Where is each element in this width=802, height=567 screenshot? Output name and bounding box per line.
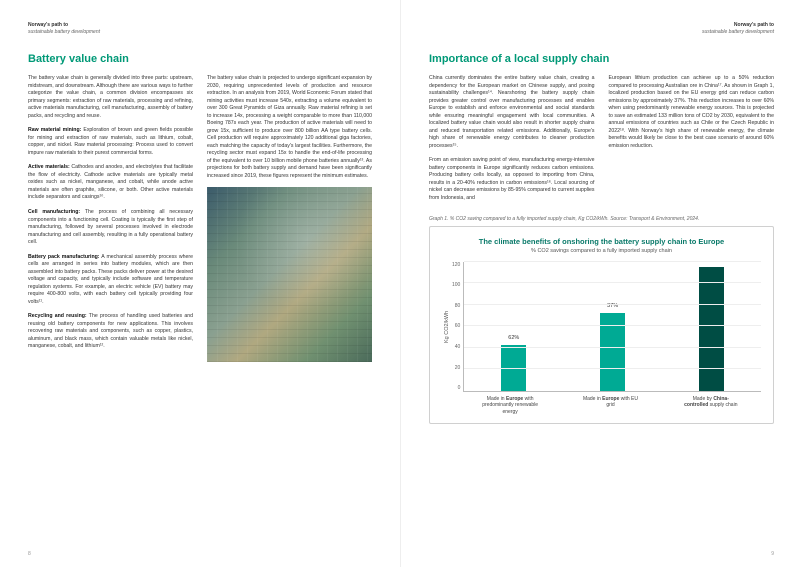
chart-title: The climate benefits of onshoring the ba… <box>442 237 761 246</box>
left-columns: The battery value chain is generally div… <box>28 75 372 362</box>
left-col2-p1: The battery value chain is projected to … <box>207 75 372 180</box>
right-heading: Importance of a local supply chain <box>429 53 774 65</box>
running-head-title-r: Norway's path to <box>734 22 774 28</box>
chart-bar-slot <box>682 262 741 391</box>
chart-caption: Graph 1. % CO2 saving compared to a full… <box>429 216 774 222</box>
chart-yticks: 120 100 80 60 40 20 0 <box>452 262 463 392</box>
battery-factory-photo <box>207 187 372 362</box>
page-left: Norway's path to sustainable battery dev… <box>0 0 401 567</box>
chart-gridline <box>464 368 761 369</box>
chart-bars: 62% 37% <box>464 262 761 391</box>
chart-plot-area: 62% 37% <box>463 262 761 392</box>
ytick: 20 <box>452 365 460 371</box>
left-col-2: The battery value chain is projected to … <box>207 75 372 362</box>
plot-wrap: Kg CO2/kWh 120 100 80 60 40 20 0 62% 37% <box>442 262 761 392</box>
running-head-subtitle-r: sustainable battery development <box>702 29 774 35</box>
left-p4: Cell manufacturing: The process of combi… <box>28 209 193 247</box>
chart-bar-value-label: 62% <box>508 335 519 341</box>
running-head-left: Norway's path to sustainable battery dev… <box>28 22 372 35</box>
chart-gridline <box>464 282 761 283</box>
chart-subtitle: % CO2 savings compared to a fully import… <box>442 248 761 254</box>
ytick: 0 <box>452 385 460 391</box>
left-p5: Battery pack manufacturing: A mechanical… <box>28 254 193 307</box>
page-number-right: 9 <box>771 551 774 557</box>
right-c2-p1: European lithium production can achieve … <box>609 75 775 150</box>
ytick: 100 <box>452 282 460 288</box>
chart-bar <box>699 267 724 391</box>
running-head-title: Norway's path to <box>28 22 68 28</box>
page-number-left: 8 <box>28 551 31 557</box>
ytick: 40 <box>452 344 460 350</box>
page-right: Norway's path to sustainable battery dev… <box>401 0 802 567</box>
chart-gridline <box>464 325 761 326</box>
ytick: 60 <box>452 323 460 329</box>
chart-gridline <box>464 347 761 348</box>
right-col-1: China currently dominates the entire bat… <box>429 75 595 210</box>
running-head-right: Norway's path to sustainable battery dev… <box>429 22 774 35</box>
chart-bar-slot: 62% <box>484 262 543 391</box>
running-head-subtitle: sustainable battery development <box>28 29 100 35</box>
p6-label: Recycling and reusing: <box>28 313 87 319</box>
p5-body: A mechanical assembly process where cell… <box>28 254 193 305</box>
p5-label: Battery pack manufacturing: <box>28 254 100 260</box>
chart-xlabel: Made in Europe with predominantly renewa… <box>480 396 540 416</box>
left-heading: Battery value chain <box>28 53 372 65</box>
ytick: 80 <box>452 303 460 309</box>
chart-ylabel: Kg CO2/kWh <box>442 262 452 392</box>
p2-label: Raw material mining: <box>28 127 81 133</box>
p4-label: Cell manufacturing: <box>28 209 80 215</box>
right-col-2: European lithium production can achieve … <box>609 75 775 210</box>
chart-gridline <box>464 261 761 262</box>
p3-label: Active materials: <box>28 164 70 170</box>
left-p3: Active materials: Cathodes and anodes, a… <box>28 164 193 202</box>
chart-xlabel: Made by China-controlled supply chain <box>681 396 741 416</box>
left-p1: The battery value chain is generally div… <box>28 75 193 120</box>
right-c1-p2: From an emission saving point of view, m… <box>429 157 595 202</box>
left-col-1: The battery value chain is generally div… <box>28 75 193 362</box>
chart-xlabel: Made in Europe with EU grid <box>580 396 640 416</box>
ytick: 120 <box>452 262 460 268</box>
left-p6: Recycling and reusing: The process of ha… <box>28 313 193 351</box>
chart-bar-slot: 37% <box>583 262 642 391</box>
right-columns: China currently dominates the entire bat… <box>429 75 774 210</box>
chart-gridline <box>464 304 761 305</box>
right-c1-p1: China currently dominates the entire bat… <box>429 75 595 150</box>
chart-xlabels: Made in Europe with predominantly renewa… <box>460 396 761 416</box>
left-p2: Raw material mining: Exploration of brow… <box>28 127 193 157</box>
chart-box: The climate benefits of onshoring the ba… <box>429 226 774 425</box>
